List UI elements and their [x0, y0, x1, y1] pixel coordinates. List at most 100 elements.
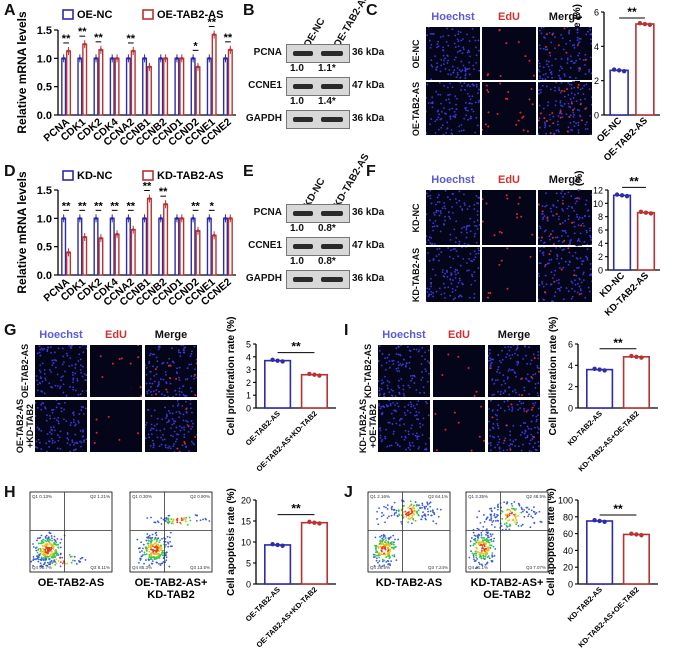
nucleus [538, 92, 540, 95]
flow-event [485, 562, 488, 565]
nucleus [578, 41, 581, 44]
flow-event [45, 546, 48, 549]
blot-kda: 36 kDa [352, 47, 385, 58]
edu-cell [140, 395, 142, 397]
flow-event [375, 559, 378, 562]
nucleus [548, 60, 550, 63]
nucleus [489, 429, 491, 431]
blot-quant: 1.0 [290, 256, 304, 267]
nucleus [559, 289, 561, 292]
nucleus [378, 427, 381, 430]
nucleus [426, 83, 429, 86]
nucleus [427, 252, 429, 254]
nucleus [534, 401, 537, 404]
flow-event [520, 525, 523, 527]
nucleus [474, 131, 477, 134]
bar-OE-TAB2-AS-CCND1 [179, 57, 185, 116]
nucleus [459, 294, 462, 297]
nucleus [432, 258, 435, 260]
flow-event [42, 563, 45, 566]
flow-event [505, 502, 508, 505]
nucleus [82, 435, 85, 438]
nucleus [153, 380, 156, 383]
nucleus [49, 346, 52, 349]
edu-cell [525, 410, 528, 413]
nucleus [394, 395, 397, 397]
nucleus [538, 133, 540, 135]
nucleus [490, 358, 493, 361]
nucleus [589, 268, 592, 270]
data-point [614, 192, 620, 197]
flow-event [472, 554, 475, 557]
nucleus [440, 126, 443, 129]
bar-KD-NC-CCND2 [190, 217, 196, 276]
flow-event [167, 545, 170, 548]
flow-event [157, 545, 160, 547]
flow-event [393, 554, 396, 556]
flow-event [492, 519, 495, 522]
nucleus [404, 364, 407, 367]
flow-event [137, 547, 140, 550]
nucleus [85, 347, 87, 350]
nucleus [171, 435, 174, 438]
flow-event [485, 547, 488, 550]
nucleus [440, 102, 442, 105]
nucleus [469, 217, 472, 220]
micro-image-merge [488, 345, 540, 397]
edu-cell [541, 210, 544, 213]
flow-event [381, 537, 384, 540]
nucleus [60, 410, 63, 413]
nucleus [413, 348, 415, 351]
nucleus [185, 419, 187, 422]
flow-event [506, 515, 509, 517]
blot-band [321, 277, 343, 282]
flow-event [485, 533, 487, 536]
flow-event [375, 549, 377, 551]
flow-event [475, 556, 478, 559]
nucleus [390, 388, 393, 391]
nucleus [584, 53, 587, 56]
nucleus [583, 240, 586, 243]
nucleus [466, 51, 469, 54]
bar-KD-TAB2-AS-CCNB2 [163, 203, 169, 276]
nucleus [69, 450, 71, 452]
flow-event [53, 559, 56, 562]
nucleus [156, 423, 158, 426]
flow-event [510, 502, 513, 505]
edu-cell [553, 280, 556, 283]
nucleus [554, 86, 556, 89]
flow-event [501, 510, 504, 513]
data-point [83, 235, 87, 239]
nucleus [80, 409, 83, 411]
micro-image-merge [538, 82, 592, 135]
nucleus [420, 379, 423, 381]
nucleus [145, 373, 148, 376]
nucleus [489, 441, 492, 444]
nucleus [430, 32, 432, 35]
flow-event [375, 554, 378, 557]
nucleus [526, 436, 529, 439]
nucleus [190, 420, 193, 422]
blot-protein-label: CCNE1 [248, 80, 282, 91]
nucleus [442, 268, 444, 271]
nucleus [546, 63, 548, 66]
nucleus [175, 438, 178, 441]
nucleus [478, 69, 480, 72]
nucleus [182, 419, 185, 422]
nucleus [542, 254, 545, 256]
nucleus [475, 116, 478, 119]
nucleus [460, 70, 462, 73]
nucleus [80, 364, 82, 367]
nucleus [36, 379, 38, 382]
nucleus [149, 370, 152, 373]
nucleus [468, 73, 471, 76]
nucleus [426, 287, 429, 290]
flow-event [384, 548, 387, 551]
nucleus [447, 34, 450, 37]
nucleus [494, 446, 497, 449]
data-point [270, 541, 275, 547]
nucleus [548, 113, 551, 116]
nucleus [417, 418, 420, 421]
nucleus [444, 57, 446, 60]
nucleus [458, 190, 461, 193]
